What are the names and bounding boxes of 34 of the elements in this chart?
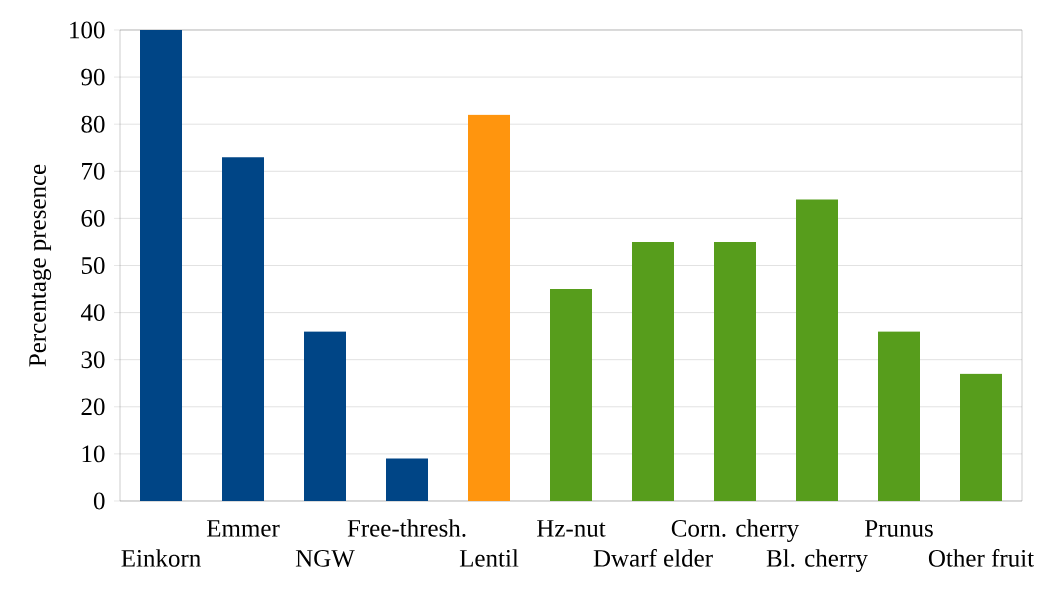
x-tick-label: Hz-nut (537, 520, 606, 537)
bar (796, 199, 838, 501)
y-tick-label: 90 (81, 68, 105, 86)
x-tick-label: Bl. cherry (766, 549, 868, 572)
x-tick-label: Other fruit (928, 548, 1034, 567)
bar (550, 289, 592, 501)
x-tick-label: Lentil (459, 549, 519, 567)
x-tick-label: Free-thresh. (347, 519, 466, 537)
y-axis-title: Percentage presence (29, 164, 52, 367)
y-tick-label: 50 (81, 257, 105, 274)
bar (222, 157, 265, 501)
x-tick-label: Corn. cherry (671, 519, 800, 542)
x-tick-label: Prunus (864, 520, 933, 537)
bar (960, 373, 1002, 501)
bar (140, 29, 183, 501)
bar (304, 331, 347, 501)
y-tick-label: 20 (81, 398, 105, 416)
y-tick-label: 100 (70, 21, 105, 39)
bar (386, 458, 429, 501)
bar (878, 331, 920, 501)
bar (468, 114, 511, 501)
x-tick-label: Dwarf elder (593, 548, 713, 567)
y-tick-label: 0 (93, 492, 105, 510)
y-tick-label: 70 (82, 162, 105, 180)
bar (714, 241, 756, 501)
y-tick-label: 80 (81, 115, 105, 133)
y-tick-label: 30 (81, 351, 105, 369)
y-tick-label: 40 (80, 304, 105, 322)
x-tick-label: Einkorn (121, 549, 201, 567)
x-tick-label: NGW (295, 549, 355, 567)
bar (632, 241, 674, 501)
y-tick-label: 60 (81, 209, 105, 227)
x-tick-label: Emmer (206, 520, 280, 537)
y-tick-label: 10 (82, 445, 105, 463)
